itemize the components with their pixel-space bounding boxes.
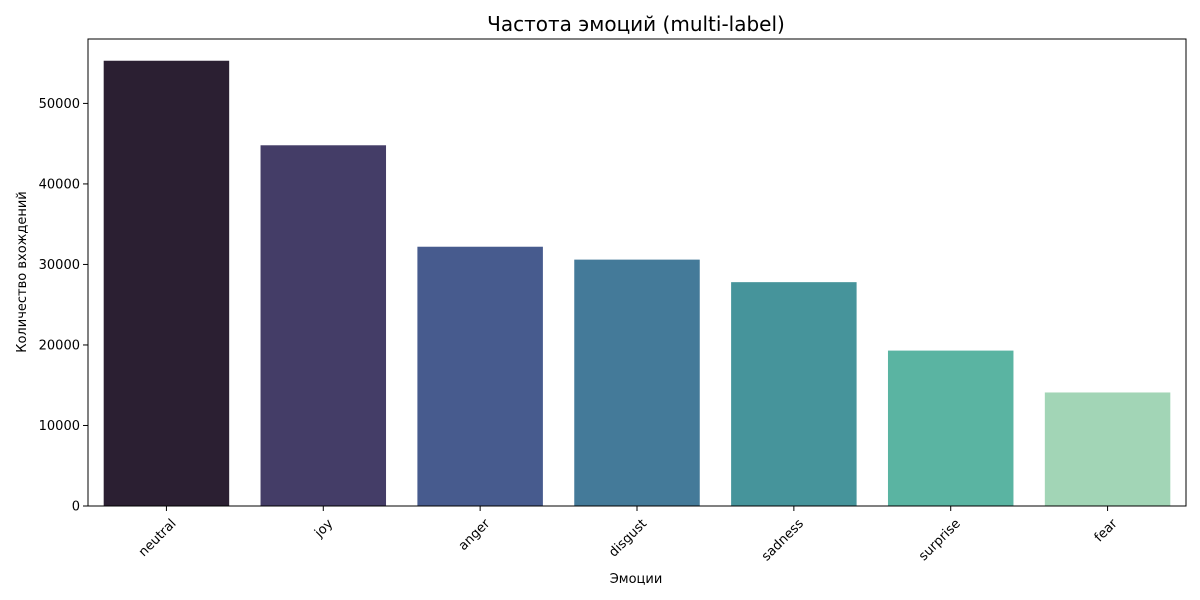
y-tick-label: 10000: [39, 419, 80, 434]
chart-title: Частота эмоций (multi-label): [487, 12, 785, 36]
y-axis-label: Количество вхождений: [15, 191, 30, 353]
y-tick-label: 50000: [39, 97, 80, 112]
bar-anger: [417, 246, 543, 507]
x-tick-label-surprise: surprise: [916, 516, 964, 564]
x-tick-label-neutral: neutral: [136, 516, 179, 559]
bar-surprise: [887, 350, 1014, 506]
bar-neutral: [103, 60, 230, 507]
bar-joy: [260, 145, 387, 506]
y-tick-label: 40000: [39, 177, 80, 192]
x-tick-label-joy: joy: [311, 516, 336, 541]
y-tick-label: 0: [72, 500, 80, 515]
x-tick-label-sadness: sadness: [759, 516, 807, 564]
bar-sadness: [731, 282, 857, 506]
x-tick-label-disgust: disgust: [606, 516, 650, 560]
bar-fear: [1044, 392, 1171, 506]
x-axis-label: Эмоции: [610, 572, 663, 587]
x-tick-label-anger: anger: [456, 516, 494, 554]
bars-group: [103, 60, 1171, 507]
bar-disgust: [574, 259, 700, 506]
y-tick-label: 20000: [39, 338, 80, 353]
x-tick-label-fear: fear: [1092, 516, 1121, 545]
y-tick-label: 30000: [39, 258, 80, 273]
